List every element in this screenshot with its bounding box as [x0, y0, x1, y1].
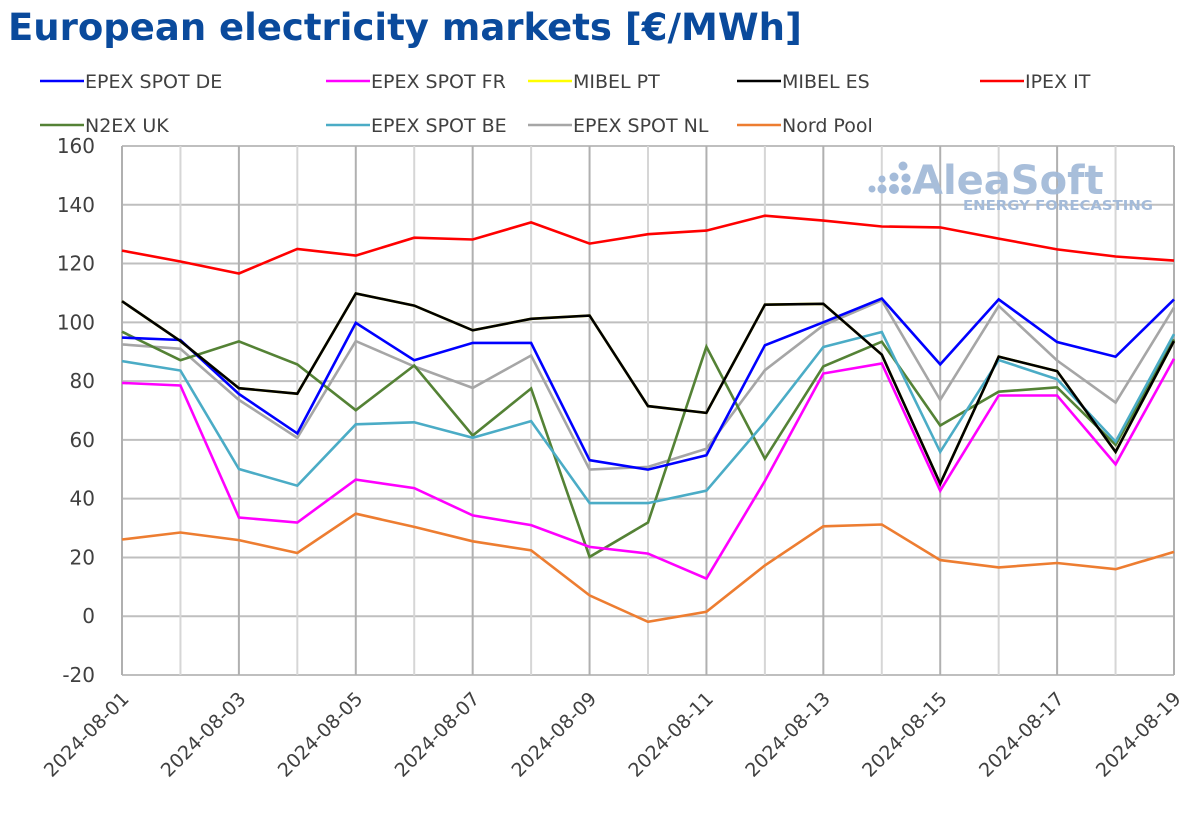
y-axis: -20 0 20 40 60 80 100 120 140 160: [57, 134, 95, 687]
legend-label: EPEX SPOT NL: [573, 115, 709, 137]
legend-label: Nord Pool: [782, 115, 873, 137]
x-tick-label: 2024-08-15: [858, 688, 952, 782]
legend-item: EPEX SPOT DE: [40, 71, 222, 93]
watermark-brand: AleaSoft: [912, 158, 1104, 204]
x-tick-label: 2024-08-05: [274, 688, 368, 782]
legend-item: N2EX UK: [40, 115, 169, 137]
x-axis: 2024-08-01 2024-08-03 2024-08-05 2024-08-07…: [40, 688, 1186, 782]
legend-label: IPEX IT: [1025, 71, 1091, 93]
y-tick-label: 20: [70, 545, 95, 569]
y-tick-label: 160: [57, 134, 95, 158]
x-tick-label: 2024-08-13: [741, 688, 835, 782]
legend-item: MIBEL ES: [737, 71, 870, 93]
chart-title: European electricity markets [€/MWh]: [8, 6, 802, 49]
y-tick-label: 40: [70, 487, 95, 511]
aleasoft-logo-dots-icon: [868, 161, 911, 195]
legend-label: N2EX UK: [85, 115, 169, 137]
series-line-epex-spot-de: [121, 296, 1175, 471]
aleasoft-watermark: AleaSoft ENERGY FORECASTING: [868, 158, 1153, 214]
grid: [121, 145, 1175, 676]
legend-label: MIBEL PT: [573, 71, 660, 93]
y-tick-label: 60: [70, 428, 95, 452]
x-tick-label: 2024-08-09: [507, 688, 601, 782]
x-tick-label: 2024-08-19: [1092, 688, 1186, 782]
y-tick-label: 140: [57, 193, 95, 217]
x-tick-label: 2024-08-03: [157, 688, 251, 782]
legend-item: Nord Pool: [737, 115, 873, 137]
legend-item: MIBEL PT: [528, 71, 660, 93]
watermark-tagline: ENERGY FORECASTING: [963, 198, 1153, 214]
y-tick-label: 120: [57, 252, 95, 276]
x-tick-label: 2024-08-01: [40, 688, 134, 782]
legend-item: EPEX SPOT FR: [326, 71, 506, 93]
legend-label: EPEX SPOT FR: [371, 71, 506, 93]
series-lines: [121, 214, 1176, 624]
x-tick-label: 2024-08-17: [975, 688, 1069, 782]
series-line-epex-spot-nl: [121, 298, 1176, 471]
y-tick-label: 0: [82, 604, 95, 628]
legend-item: IPEX IT: [980, 71, 1091, 93]
series-line-mibel-es: [121, 292, 1176, 487]
legend-label: EPEX SPOT BE: [371, 115, 507, 137]
legend: EPEX SPOT DE EPEX SPOT FR MIBEL PT MIBEL ES…: [40, 71, 1091, 137]
legend-item: EPEX SPOT BE: [326, 115, 507, 137]
legend-label: EPEX SPOT DE: [85, 71, 222, 93]
series-line-n2ex-uk: [121, 330, 1176, 559]
legend-label: MIBEL ES: [782, 71, 870, 93]
y-tick-label: 100: [57, 310, 95, 334]
series-line-ipex-it: [121, 214, 1175, 275]
legend-item: EPEX SPOT NL: [528, 115, 709, 137]
y-tick-label: 80: [70, 369, 95, 393]
x-tick-label: 2024-08-11: [624, 688, 718, 782]
series-line-nord-pool: [121, 512, 1175, 624]
series-line-epex-spot-fr: [121, 358, 1176, 581]
series-line-epex-spot-be: [121, 330, 1176, 505]
x-tick-label: 2024-08-07: [391, 688, 485, 782]
y-tick-label: -20: [62, 663, 95, 687]
